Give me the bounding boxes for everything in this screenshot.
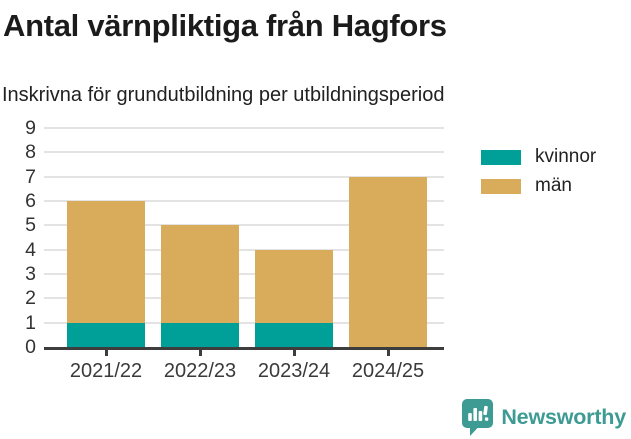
x-tick-2023-24 [293, 349, 296, 356]
newsworthy-brand: Newsworthy [462, 399, 626, 436]
x-tick-label-2023-24: 2023/24 [257, 360, 331, 382]
chart-title: Antal värnpliktiga från Hagfors [3, 8, 447, 43]
x-tick-2021-22 [105, 349, 108, 356]
gridline-7 [44, 175, 444, 178]
y-tick-label-8: 8 [25, 141, 36, 164]
bar-2022-23-kvinnor [161, 322, 239, 347]
bar-2023-24-kvinnor [255, 322, 333, 347]
bar-chart-speech-bubble-icon [462, 399, 494, 436]
y-tick-label-4: 4 [25, 238, 36, 261]
bar-2024-25-män [349, 176, 427, 347]
gridline-8 [44, 151, 444, 154]
bar-2023-24-män [255, 249, 333, 323]
gridline-5 [44, 224, 444, 227]
gridline-4 [44, 248, 444, 251]
gridline-2 [44, 297, 444, 300]
bar-2021-22-män [67, 201, 145, 323]
y-tick-label-2: 2 [25, 287, 36, 310]
legend-swatch-män [481, 178, 521, 194]
x-axis-line [44, 346, 444, 350]
y-tick-label-3: 3 [25, 263, 36, 285]
legend-label-män: män [535, 175, 572, 196]
brand-name: Newsworthy [501, 405, 626, 429]
y-tick-label-5: 5 [25, 214, 36, 237]
gridline-6 [44, 200, 444, 203]
y-tick-label-0: 0 [25, 336, 36, 358]
y-tick-label-6: 6 [25, 190, 36, 213]
bar-2022-23-män [161, 225, 239, 323]
legend-item-män: män [481, 175, 596, 196]
x-tick-label-2021-22: 2021/22 [69, 360, 143, 382]
bar-2021-22-kvinnor [67, 322, 145, 347]
gridline-3 [44, 273, 444, 275]
legend-item-kvinnor: kvinnor [481, 146, 597, 167]
gridline-9 [44, 127, 444, 130]
y-tick-label-7: 7 [25, 165, 36, 188]
y-tick-label-1: 1 [25, 311, 36, 334]
gridline-1 [44, 321, 444, 324]
x-tick-2022-23 [199, 349, 202, 356]
legend: kvinnor män [481, 146, 597, 207]
legend-swatch-kvinnor [481, 149, 521, 165]
y-tick-label-9: 9 [25, 117, 36, 140]
x-tick-2024-25 [387, 349, 390, 356]
x-tick-label-2024-25: 2024/25 [351, 360, 425, 382]
chart-subtitle: Inskrivna för grundutbildning per utbild… [2, 84, 445, 106]
legend-label-kvinnor: kvinnor [535, 146, 597, 167]
x-tick-label-2022-23: 2022/23 [163, 360, 237, 382]
